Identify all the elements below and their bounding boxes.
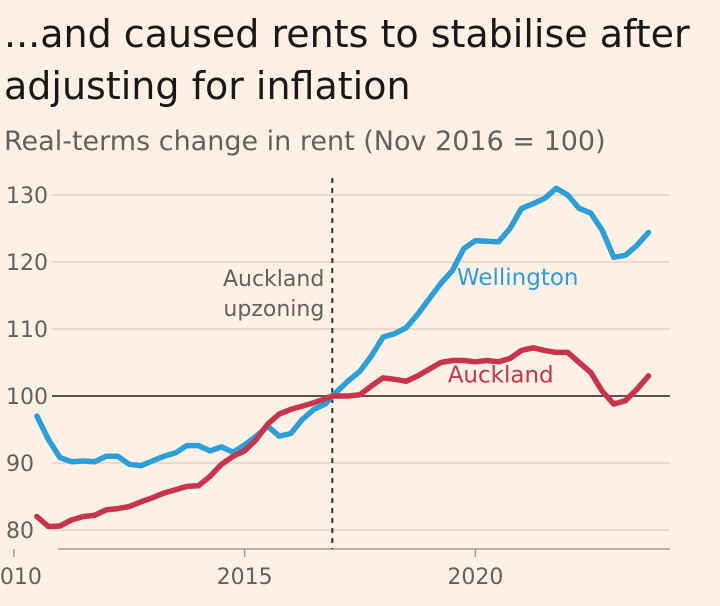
y-tick-label-120: 120	[6, 251, 48, 276]
annotation-line-1: Auckland	[223, 267, 324, 292]
y-tick-label-130: 130	[6, 184, 48, 209]
y-tick-label-110: 110	[6, 318, 48, 343]
x-tick-label-2020: 2020	[447, 565, 503, 590]
y-tick-label-100: 100	[6, 385, 48, 410]
chart-title: ...and caused rents to stabilise after a…	[4, 12, 690, 108]
annotation-line-2: upzoning	[223, 297, 324, 322]
series-label-wellington: Wellington	[457, 265, 579, 291]
series-line-auckland	[34, 345, 652, 530]
y-tick-label-90: 90	[6, 452, 34, 477]
series-line-wellington	[34, 185, 652, 469]
y-tick-label-80: 80	[6, 519, 34, 544]
x-tick-label-2010: 2010	[0, 565, 42, 590]
chart-subtitle: Real-terms change in rent (Nov 2016 = 10…	[4, 126, 606, 157]
series-label-auckland: Auckland	[448, 363, 554, 389]
x-tick-label-2015: 2015	[217, 565, 273, 590]
